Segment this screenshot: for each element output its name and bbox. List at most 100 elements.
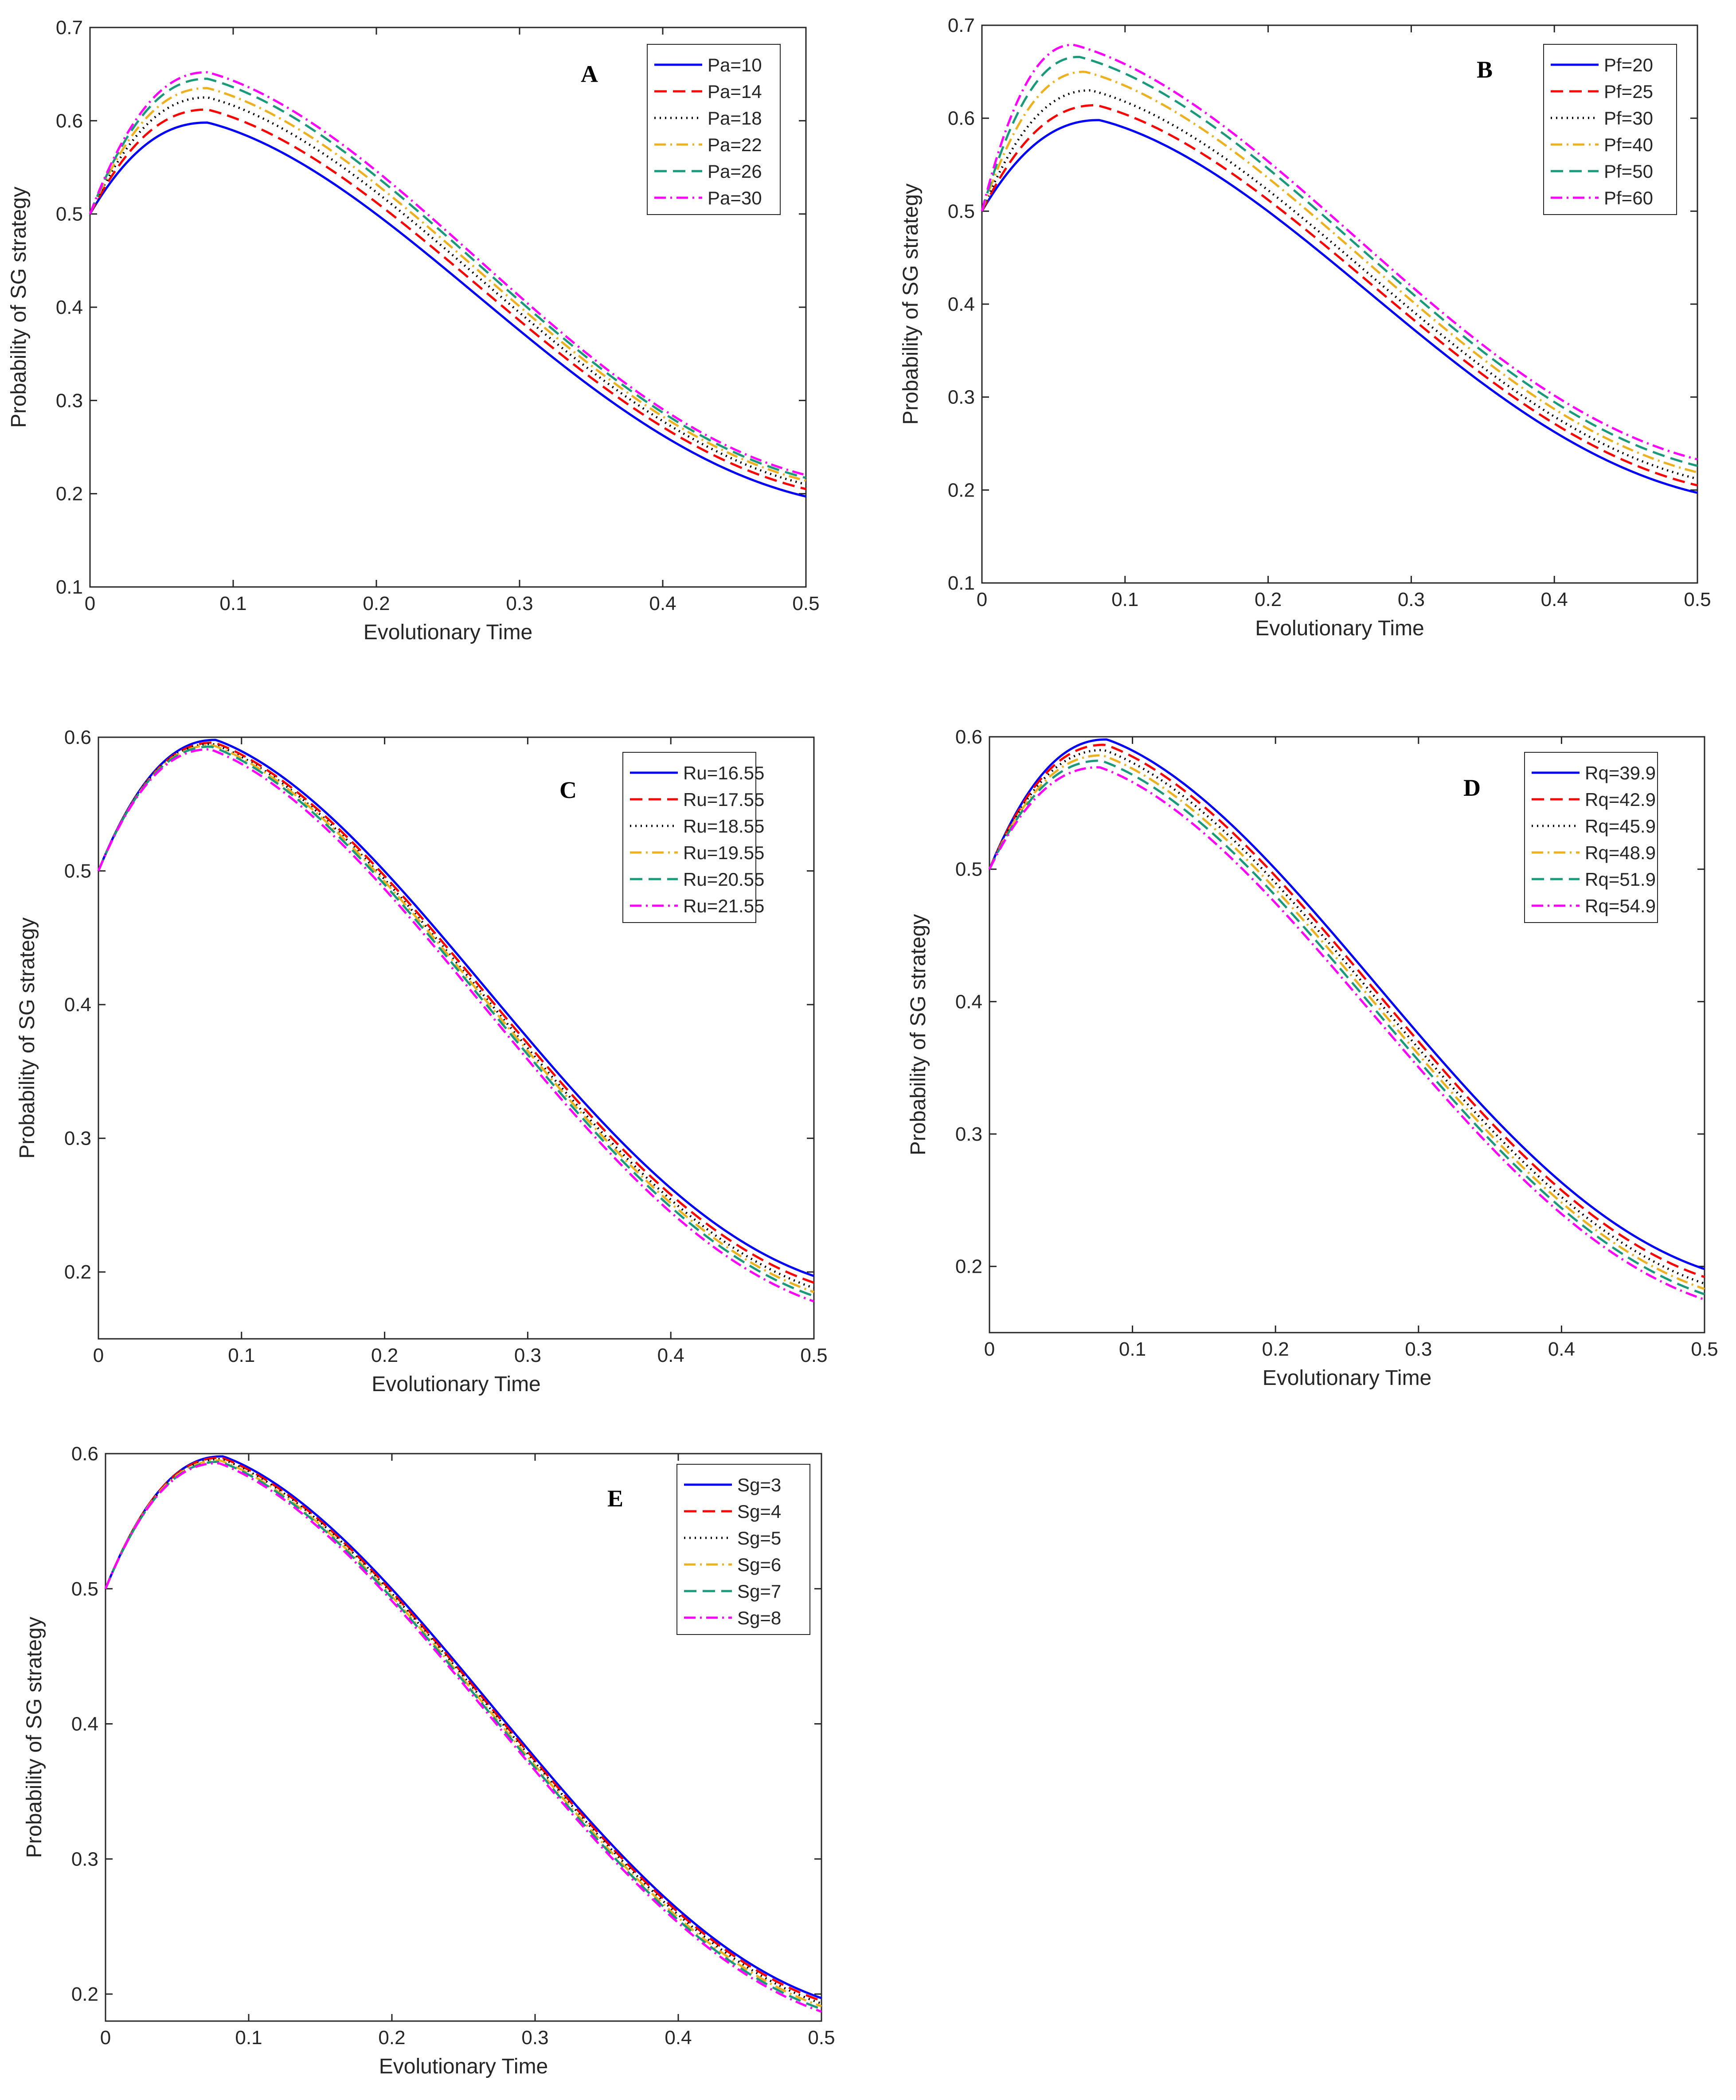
y-axis-label: Probability of SG strategy	[907, 914, 930, 1155]
x-tick-label: 0.5	[800, 1345, 827, 1366]
legend-entry: Pa=18	[708, 108, 762, 129]
chart-plot-group: 0 0.1 0.2 0.3 0.4 0.5 0.2 0.3 0.4 0.5 0.6 Evolution…	[23, 1443, 835, 2078]
y-tick-label: 0.1	[56, 576, 83, 598]
legend-entry: Ru=17.55	[683, 789, 764, 810]
x-tick-label: 0.2	[1262, 1338, 1289, 1360]
legend-entry: Ru=18.55	[683, 816, 764, 837]
legend-entry: Rq=54.9	[1585, 896, 1656, 916]
series-line-pa-26	[89, 78, 806, 479]
series-line-rq-42-9	[988, 743, 1705, 1278]
x-tick-label: 0.5	[792, 593, 819, 614]
series-line-pf-20	[981, 119, 1698, 494]
legend-entry: Sg=4	[737, 1501, 781, 1522]
y-tick-label: 0.4	[56, 297, 83, 318]
y-tick-label: 0.6	[64, 727, 91, 748]
series-line-rq-51-9	[988, 759, 1705, 1295]
y-tick-label: 0.5	[64, 860, 91, 882]
y-tick-label: 0.5	[955, 859, 982, 880]
series-line-pf-40	[981, 70, 1698, 473]
legend: Pa=10 Pa=14 Pa=18 Pa=22 Pa=26 Pa=30	[647, 44, 781, 215]
legend-entry: Pf=40	[1604, 134, 1653, 155]
series-line-sg-6	[104, 1459, 822, 2007]
x-tick-label: 0.4	[1548, 1338, 1575, 1360]
x-tick-label: 0	[93, 1345, 104, 1366]
chart-plot-group: 0 0.1 0.2 0.3 0.4 0.5 0.2 0.3 0.4 0.5 0.6 Evolution…	[907, 726, 1718, 1390]
y-axis-label: Probability of SG strategy	[7, 187, 31, 428]
y-tick-label: 0.5	[948, 200, 975, 222]
y-tick-label: 0.5	[71, 1578, 98, 1600]
x-tick-label: 0.2	[1255, 589, 1282, 610]
y-tick-label: 0.1	[948, 572, 975, 594]
series-line-pf-50	[981, 55, 1698, 467]
x-tick-label: 0.3	[1398, 589, 1425, 610]
legend: Sg=3 Sg=4 Sg=5 Sg=6 Sg=7 Sg=8	[676, 1464, 810, 1635]
y-tick-label: 0.6	[955, 726, 982, 748]
legend-entry: Pf=30	[1604, 108, 1653, 129]
panel-letter: B	[1477, 56, 1493, 83]
x-axis-label: Evolutionary Time	[1255, 617, 1424, 640]
x-axis-label: Evolutionary Time	[1263, 1366, 1432, 1390]
legend: Rq=39.9 Rq=42.9 Rq=45.9 Rq=48.9 Rq=51.9 Rq=54…	[1524, 752, 1658, 923]
chart-panel-e: 0 0.1 0.2 0.3 0.4 0.5 0.2 0.3 0.4 0.5 0.6 Evolution…	[23, 1443, 835, 2078]
legend-entry: Rq=42.9	[1585, 789, 1656, 810]
legend-entry: Ru=19.55	[683, 842, 764, 863]
x-tick-label: 0.1	[1119, 1338, 1146, 1360]
series-line-ru-17-55	[97, 741, 814, 1284]
x-axis-label: Evolutionary Time	[364, 621, 533, 644]
x-tick-label: 0	[984, 1338, 995, 1360]
chart-plot-group: 0 0.1 0.2 0.3 0.4 0.5 0.2 0.3 0.4 0.5 0.6 Evolution…	[16, 727, 828, 1396]
y-tick-label: 0.3	[64, 1128, 91, 1150]
legend-box	[622, 752, 756, 923]
y-tick-label: 0.4	[64, 994, 91, 1016]
legend-entry: Sg=6	[737, 1554, 781, 1575]
legend-entry: Rq=51.9	[1585, 869, 1656, 890]
x-tick-label: 0.4	[657, 1345, 684, 1366]
series-line-ru-16-55	[97, 739, 814, 1277]
series-line-pf-25	[981, 104, 1698, 487]
x-axis-label: Evolutionary Time	[371, 1373, 541, 1396]
series-line-sg-4	[104, 1456, 822, 2002]
legend-entry: Ru=20.55	[683, 869, 764, 890]
x-tick-label: 0.4	[649, 593, 676, 614]
legend-entry: Ru=16.55	[683, 763, 764, 783]
chart-plot-group: 0 0.1 0.2 0.3 0.4 0.50.10.20.30.40.50.60.7Evo…	[7, 17, 820, 644]
legend-box	[1524, 752, 1658, 923]
y-tick-label: 0.3	[56, 390, 83, 411]
series-line-pa-14	[89, 108, 806, 490]
legend-entry: Pf=50	[1604, 161, 1653, 182]
series-line-pa-22	[89, 87, 806, 482]
series-line-sg-3	[104, 1455, 822, 1999]
y-tick-label: 0.7	[56, 17, 83, 39]
y-axis-label: Probability of SG strategy	[23, 1617, 46, 1858]
y-tick-label: 0.2	[64, 1261, 91, 1283]
x-tick-label: 0	[977, 589, 987, 610]
series-line-ru-18-55	[97, 743, 814, 1289]
panel-letter: D	[1463, 774, 1481, 801]
series-line-sg-8	[104, 1462, 822, 2013]
legend: Ru=16.55 Ru=17.55 Ru=18.55 Ru=19.55 Ru=20.55…	[622, 752, 764, 923]
legend-entry: Pf=25	[1604, 81, 1653, 102]
legend-entry: Pa=14	[708, 81, 762, 102]
y-tick-label: 0.4	[71, 1713, 98, 1735]
legend-entry: Ru=21.55	[683, 896, 764, 916]
x-tick-label: 0.4	[1541, 589, 1568, 610]
series-line-rq-39-9	[988, 738, 1705, 1271]
panel-letter: C	[559, 777, 577, 803]
y-axis-label: Probability of SG strategy	[16, 917, 39, 1158]
x-tick-label: 0.1	[219, 593, 246, 614]
chart-plot-group: 0 0.1 0.2 0.3 0.4 0.50.10.20.30.40.50.60.7Evo…	[899, 15, 1711, 640]
legend-entry: Sg=8	[737, 1607, 781, 1628]
chart-panel-c: 0 0.1 0.2 0.3 0.4 0.5 0.2 0.3 0.4 0.5 0.6 Evolution…	[16, 727, 828, 1396]
series-line-pa-10	[89, 121, 806, 498]
x-tick-label: 0.3	[1405, 1338, 1432, 1360]
x-axis-label: Evolutionary Time	[379, 2055, 548, 2078]
legend-box	[676, 1464, 810, 1635]
x-tick-label: 0.1	[228, 1345, 255, 1366]
chart-panel-a: 0 0.1 0.2 0.3 0.4 0.50.10.20.30.40.50.60.7Evo…	[7, 17, 820, 644]
y-tick-label: 0.6	[948, 108, 975, 129]
x-tick-label: 0.2	[363, 593, 390, 614]
legend-box	[1543, 44, 1677, 215]
x-tick-label: 0	[100, 2027, 111, 2049]
legend-entry: Rq=48.9	[1585, 842, 1656, 863]
legend: Pf=20 Pf=25 Pf=30 Pf=40 Pf=50 Pf=60	[1543, 44, 1677, 215]
